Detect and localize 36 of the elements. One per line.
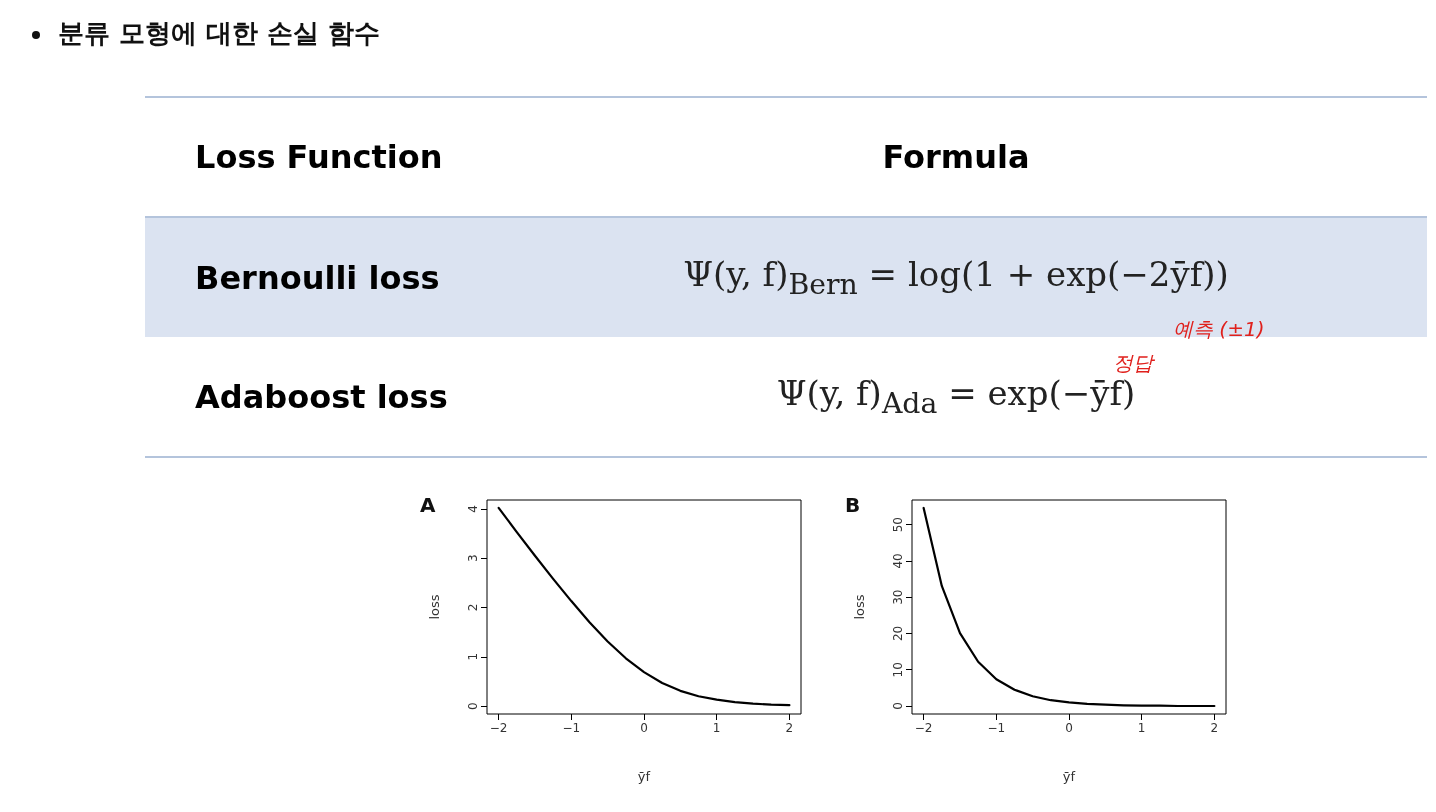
x-tick-label: 2 xyxy=(1210,721,1219,735)
x-tick-label: 1 xyxy=(712,721,721,735)
category-label: Formula xyxy=(881,138,1031,176)
y-axis-title: loss xyxy=(427,594,442,620)
y-tick-label: 30 xyxy=(891,589,905,605)
x-tick-label: −1 xyxy=(987,721,1006,735)
y-tick-label: 2 xyxy=(466,603,480,612)
x-tick-label: 0 xyxy=(1065,721,1073,735)
y-axis-title: loss xyxy=(852,594,867,620)
y-tick-label: 3 xyxy=(466,554,480,562)
x-tick-label: 0 xyxy=(640,721,648,735)
text: 예측 (±1) xyxy=(1173,316,1265,343)
category-label: Loss Function xyxy=(194,138,444,176)
category-label: Adaboost loss xyxy=(195,377,448,416)
y-tick-label: 50 xyxy=(891,517,905,533)
text: Ψ(y, f)$_{Bern}$ = log(1 + exp(−2ȳf)) xyxy=(683,254,1229,301)
line-series xyxy=(922,506,1216,708)
category-label: Bernoulli loss xyxy=(195,258,440,297)
x-tick-label: 2 xyxy=(785,721,794,735)
x-axis-title: ȳf xyxy=(637,769,651,784)
y-tick-label: 0 xyxy=(891,702,905,710)
x-tick-label: −2 xyxy=(914,721,933,735)
x-tick-label: −2 xyxy=(489,721,508,735)
y-tick-label: 40 xyxy=(891,553,905,569)
y-tick-label: 0 xyxy=(466,702,480,710)
line-series xyxy=(497,506,791,707)
chart-title: A xyxy=(420,493,436,517)
y-tick-label: 1 xyxy=(466,652,480,661)
chart-title: B xyxy=(845,493,861,517)
x-axis-title: ȳf xyxy=(1062,769,1076,784)
y-tick-label: 20 xyxy=(891,625,905,642)
x-tick-label: −1 xyxy=(562,721,581,735)
y-tick-label: 4 xyxy=(466,505,480,513)
y-tick-label: 10 xyxy=(891,662,905,678)
text: 분류 모형에 대한 손실 함수 xyxy=(57,17,381,50)
x-tick-label: 1 xyxy=(1137,721,1146,735)
